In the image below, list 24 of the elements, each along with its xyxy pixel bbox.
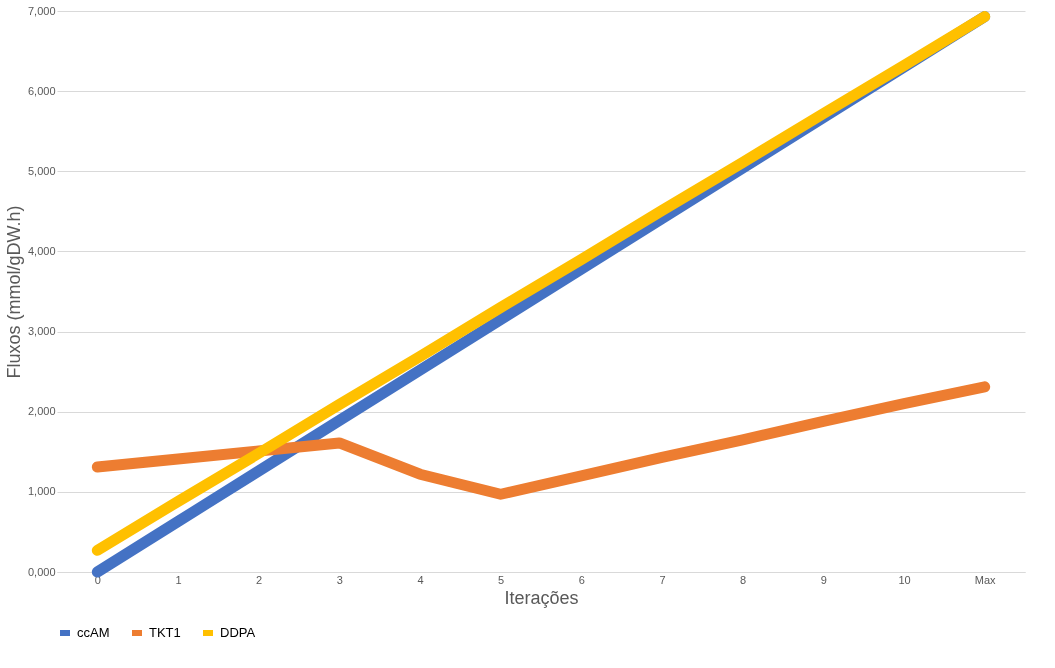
x-tick-label: 5 [498,573,505,586]
x-tick-label: 1 [175,573,182,586]
y-tick-label: 6,000 [27,84,56,97]
y-tick-label: 3,000 [27,325,56,338]
y-tick-label: 2,000 [27,405,56,418]
y-tick-label: 4,000 [27,244,56,257]
legend-label: TKT1 [149,625,181,640]
x-tick-label: 3 [336,573,343,586]
x-tick-label: 2 [256,573,263,586]
y-tick-label: 7,000 [27,4,56,17]
y-tick-label: 5,000 [27,164,56,177]
x-tick-label: 10 [898,573,911,586]
x-tick-label: 4 [417,573,424,586]
x-tick-label: 6 [578,573,585,586]
legend-label: ccAM [77,625,110,640]
y-tick-label: 0,000 [27,565,56,578]
legend-label: DDPA [220,625,256,640]
x-axis-title: Iterações [504,587,579,608]
x-tick-label: 9 [820,573,827,586]
y-tick-label: 1,000 [27,485,56,498]
x-tick-label: Max [974,573,997,586]
x-tick-label: 8 [740,573,747,586]
y-axis-title: Fluxos (mmol/gDW.h) [3,205,24,379]
x-tick-label: 7 [659,573,666,586]
